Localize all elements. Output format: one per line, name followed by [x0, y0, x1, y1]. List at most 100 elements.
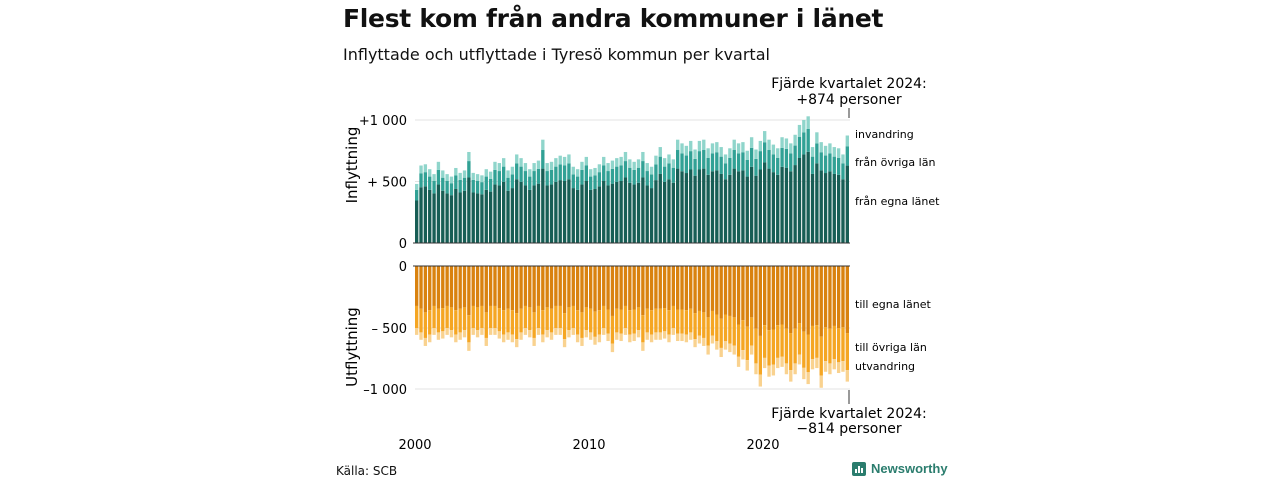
- bar-in-other-counties: [610, 168, 615, 184]
- bar-out-own-county: [580, 266, 584, 313]
- bar-in-other-counties: [515, 163, 519, 180]
- bar-in-other-counties: [528, 176, 532, 190]
- bar-emigration: [649, 334, 654, 343]
- bar-in-other-counties: [445, 181, 449, 194]
- bar-in-own-county: [741, 170, 745, 243]
- bar-in-own-county: [445, 193, 449, 243]
- bar-out-own-county: [506, 266, 510, 309]
- bar-in-own-county: [806, 151, 810, 243]
- bar-in-other-counties: [467, 161, 471, 178]
- bar-emigration: [415, 327, 419, 335]
- bar-in-own-county: [676, 168, 680, 243]
- annotation-top-line2: +874 personer: [796, 92, 902, 108]
- bar-immigration: [484, 169, 488, 177]
- bar-in-other-counties: [662, 166, 667, 182]
- bar-out-other-counties: [462, 307, 467, 331]
- bar-in-other-counties: [676, 150, 680, 169]
- bar-out-own-county: [515, 266, 519, 314]
- bar-out-other-counties: [528, 307, 532, 331]
- bar-out-other-counties: [728, 315, 732, 344]
- series-label-to-other-counties: till övriga län: [855, 341, 927, 354]
- bar-immigration: [510, 166, 515, 175]
- bar-immigration: [619, 156, 623, 166]
- bar-emigration: [815, 357, 819, 369]
- bar-out-own-county: [732, 266, 736, 318]
- bar-out-other-counties: [628, 310, 632, 335]
- bar-out-own-county: [567, 266, 571, 308]
- bar-out-other-counties: [415, 305, 419, 328]
- bar-immigration: [758, 140, 762, 152]
- bar-in-own-county: [593, 188, 597, 243]
- bar-immigration: [706, 148, 710, 158]
- bar-immigration: [462, 170, 467, 178]
- series-label-from-own-county: från egna länet: [855, 195, 940, 208]
- bar-emigration: [741, 350, 745, 360]
- bar-immigration: [580, 161, 584, 170]
- bar-emigration: [541, 334, 545, 343]
- bar-in-other-counties: [836, 157, 841, 175]
- x-tick-label: 2010: [572, 438, 605, 453]
- bar-in-own-county: [645, 185, 649, 243]
- bar-emigration: [797, 354, 802, 365]
- bar-emigration: [497, 331, 501, 339]
- bar-emigration: [636, 330, 641, 338]
- bar-out-own-county: [528, 266, 532, 308]
- series-label-emigration: utvandring: [855, 360, 915, 373]
- bar-in-own-county: [715, 170, 719, 243]
- chart-title: Flest kom från andra kommuner i länet: [343, 4, 884, 33]
- bar-immigration: [528, 169, 532, 177]
- bar-in-own-county: [615, 181, 619, 243]
- bar-out-own-county: [658, 266, 662, 309]
- bar-emigration: [671, 327, 675, 335]
- bar-emigration: [419, 332, 423, 340]
- bar-out-own-county: [575, 266, 580, 311]
- bar-immigration: [636, 159, 641, 168]
- bar-in-own-county: [571, 188, 575, 243]
- bar-in-other-counties: [532, 171, 536, 186]
- bar-in-other-counties: [567, 163, 571, 180]
- bar-in-own-county: [680, 171, 684, 243]
- bar-out-other-counties: [780, 324, 784, 357]
- bar-in-own-county: [793, 165, 797, 243]
- bar-out-own-county: [823, 266, 828, 328]
- bar-in-other-counties: [562, 165, 567, 182]
- bar-immigration: [436, 161, 441, 170]
- bar-emigration: [771, 364, 776, 376]
- bar-out-other-counties: [671, 305, 675, 328]
- bar-out-other-counties: [554, 305, 558, 328]
- bar-in-other-counties: [484, 176, 488, 190]
- bar-immigration: [797, 124, 802, 137]
- bar-in-own-county: [558, 180, 562, 243]
- bar-immigration: [784, 138, 789, 149]
- bar-out-own-county: [723, 266, 728, 315]
- bar-in-own-county: [428, 189, 432, 243]
- bar-immigration: [441, 170, 445, 178]
- bar-in-other-counties: [428, 176, 432, 190]
- bar-in-own-county: [541, 168, 545, 243]
- bar-in-other-counties: [728, 157, 732, 175]
- bar-in-own-county: [845, 165, 849, 243]
- bar-immigration: [645, 163, 649, 172]
- bar-out-other-counties: [436, 308, 441, 333]
- newsworthy-logo: Newsworthy: [852, 461, 948, 476]
- bar-emigration: [567, 330, 571, 338]
- bar-in-other-counties: [719, 156, 723, 174]
- bar-in-own-county: [545, 185, 549, 243]
- bar-in-other-counties: [506, 177, 510, 191]
- bar-in-own-county: [706, 174, 710, 243]
- bar-in-other-counties: [845, 146, 849, 166]
- bar-emigration: [441, 331, 445, 339]
- series-label-from-other-counties: från övriga län: [855, 156, 935, 169]
- bar-out-other-counties: [684, 310, 689, 335]
- bar-emigration: [819, 375, 823, 388]
- bar-out-own-county: [502, 266, 506, 311]
- bar-out-other-counties: [763, 325, 767, 358]
- bar-in-own-county: [710, 171, 715, 243]
- bar-in-other-counties: [828, 153, 832, 172]
- bar-immigration: [693, 149, 697, 159]
- bar-out-own-county: [780, 266, 784, 325]
- bar-out-other-counties: [793, 328, 797, 364]
- bar-out-other-counties: [502, 310, 506, 335]
- bar-out-other-counties: [819, 336, 823, 376]
- bar-immigration: [632, 161, 636, 170]
